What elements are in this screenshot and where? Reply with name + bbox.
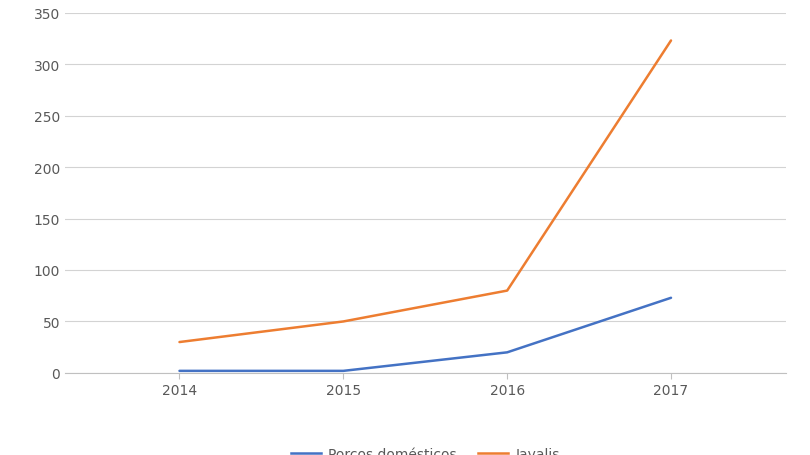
Porcos domésticos — [666, 295, 676, 301]
Line: Porcos domésticos: Porcos domésticos — [180, 298, 671, 371]
Javalis — [666, 39, 676, 44]
Legend: Porcos domésticos, Javalis: Porcos domésticos, Javalis — [285, 442, 565, 455]
Porcos domésticos — [339, 368, 348, 374]
Javalis — [502, 288, 512, 293]
Javalis — [339, 319, 348, 324]
Javalis — [175, 339, 185, 345]
Line: Javalis: Javalis — [180, 41, 671, 342]
Porcos domésticos — [175, 368, 185, 374]
Porcos domésticos — [502, 350, 512, 355]
